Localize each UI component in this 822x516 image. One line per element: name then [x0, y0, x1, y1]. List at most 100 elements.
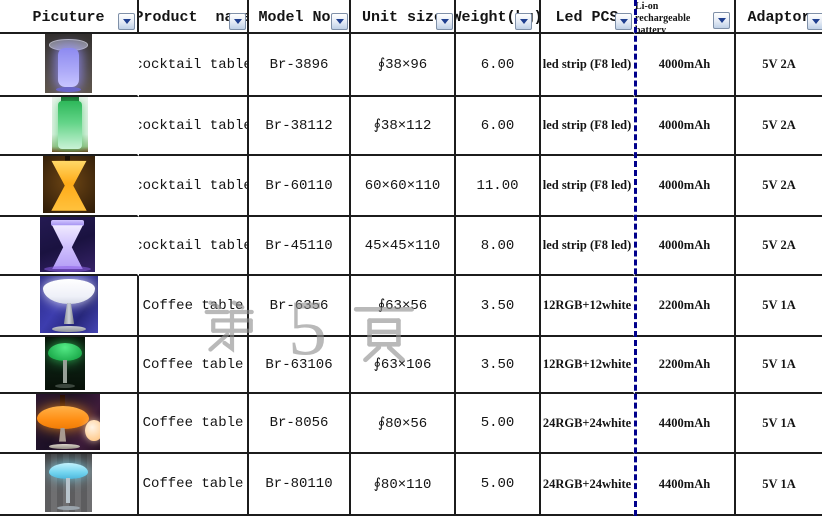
picture-cell [0, 276, 139, 337]
unit-size-cell: ∮63×106 [351, 337, 456, 394]
adaptor-cell: 5V 1A [736, 276, 822, 337]
adaptor-cell: 5V 2A [736, 217, 822, 276]
header-label-line: battery [635, 25, 667, 34]
unit-size-cell: ∮38×96 [351, 34, 456, 97]
header-row: Picuture Product name Model No. Unit siz… [0, 0, 822, 34]
model-no-cell: Br-60110 [249, 156, 351, 217]
led-pcs-cell: 12RGB+12white [541, 276, 635, 337]
page-break-line[interactable] [634, 0, 637, 516]
header-label: Unit size [361, 8, 443, 26]
led-pcs-cell: led strip (F8 led) [541, 34, 635, 97]
chevron-down-icon [811, 19, 820, 24]
led-pcs-cell: led strip (F8 led) [541, 97, 635, 156]
filter-dropdown-button[interactable] [436, 13, 453, 30]
column-header-model-no: Model No. [249, 0, 351, 34]
filter-dropdown-button[interactable] [807, 13, 822, 30]
product-image [40, 217, 95, 272]
table-row: cocktail table Br-3896 ∮38×96 6.00 led s… [0, 34, 822, 97]
column-header-led-pcs: Led PCS [541, 0, 635, 34]
unit-size-cell: ∮38×112 [351, 97, 456, 156]
header-label: Model No. [258, 8, 340, 26]
table-row: cocktail table Br-60110 60×60×110 11.00 … [0, 156, 822, 217]
header-label: Led PCS [555, 8, 619, 26]
led-pcs-cell: led strip (F8 led) [541, 217, 635, 276]
battery-cell: 2200mAh [635, 276, 736, 337]
product-name-cell: cocktail table [139, 34, 249, 97]
product-name-cell: Coffee table [139, 394, 249, 454]
weight-cell: 5.00 [456, 394, 541, 454]
filter-dropdown-button[interactable] [713, 12, 730, 29]
battery-cell: 4400mAh [635, 394, 736, 454]
weight-cell: 6.00 [456, 34, 541, 97]
table-row: Coffee table Br-6356 ∮63×56 3.50 12RGB+1… [0, 276, 822, 337]
unit-size-cell: 60×60×110 [351, 156, 456, 217]
product-image [36, 394, 100, 450]
column-header-adaptor: Adaptor [736, 0, 822, 34]
chevron-down-icon [619, 19, 628, 24]
battery-cell: 4000mAh [635, 156, 736, 217]
column-header-product-name: Product name [139, 0, 249, 34]
weight-cell: 11.00 [456, 156, 541, 217]
adaptor-cell: 5V 1A [736, 454, 822, 516]
product-name-cell: Coffee table [139, 276, 249, 337]
adaptor-cell: 5V 2A [736, 156, 822, 217]
chevron-down-icon [440, 19, 449, 24]
product-image [43, 156, 95, 213]
product-image [40, 276, 98, 333]
picture-cell [0, 454, 139, 516]
chevron-down-icon [122, 19, 131, 24]
model-no-cell: Br-8056 [249, 394, 351, 454]
led-pcs-cell: 24RGB+24white [541, 454, 635, 516]
filter-dropdown-button[interactable] [331, 13, 348, 30]
weight-cell: 8.00 [456, 217, 541, 276]
column-header-picture: Picuture [0, 0, 139, 34]
led-pcs-cell: led strip (F8 led) [541, 156, 635, 217]
table-row: Coffee table Br-63106 ∮63×106 3.50 12RGB… [0, 337, 822, 394]
weight-cell: 3.50 [456, 337, 541, 394]
battery-cell: 4000mAh [635, 34, 736, 97]
adaptor-cell: 5V 2A [736, 97, 822, 156]
filter-dropdown-button[interactable] [229, 13, 246, 30]
picture-cell [0, 97, 139, 156]
unit-size-cell: ∮63×56 [351, 276, 456, 337]
product-name-cell: cocktail table [139, 156, 249, 217]
battery-cell: 4400mAh [635, 454, 736, 516]
model-no-cell: Br-6356 [249, 276, 351, 337]
picture-cell [0, 217, 139, 276]
filter-dropdown-button[interactable] [118, 13, 135, 30]
led-pcs-cell: 12RGB+12white [541, 337, 635, 394]
product-image [45, 337, 85, 390]
unit-size-cell: 45×45×110 [351, 217, 456, 276]
column-header-battery: Li-on rechargeable battery [635, 0, 736, 34]
chevron-down-icon [519, 19, 528, 24]
filter-dropdown-button[interactable] [615, 13, 632, 30]
chevron-down-icon [335, 19, 344, 24]
weight-cell: 5.00 [456, 454, 541, 516]
adaptor-cell: 5V 1A [736, 394, 822, 454]
product-name-cell: Coffee table [139, 337, 249, 394]
picture-cell [0, 337, 139, 394]
picture-cell [0, 34, 139, 97]
filter-dropdown-button[interactable] [515, 13, 532, 30]
product-image [52, 97, 88, 152]
product-name-cell: cocktail table [139, 217, 249, 276]
table-row: cocktail table Br-45110 45×45×110 8.00 l… [0, 217, 822, 276]
header-label: Picuture [32, 8, 105, 26]
model-no-cell: Br-45110 [249, 217, 351, 276]
model-no-cell: Br-38112 [249, 97, 351, 156]
chevron-down-icon [717, 18, 726, 23]
unit-size-cell: ∮80×110 [351, 454, 456, 516]
adaptor-cell: 5V 1A [736, 337, 822, 394]
model-no-cell: Br-3896 [249, 34, 351, 97]
weight-cell: 3.50 [456, 276, 541, 337]
battery-cell: 2200mAh [635, 337, 736, 394]
picture-cell [0, 394, 139, 454]
product-image [45, 34, 92, 93]
model-no-cell: Br-63106 [249, 337, 351, 394]
picture-cell [0, 156, 139, 217]
header-label-line: Li-on [635, 1, 659, 12]
model-no-cell: Br-80110 [249, 454, 351, 516]
column-header-unit-size: Unit size [351, 0, 456, 34]
battery-cell: 4000mAh [635, 97, 736, 156]
